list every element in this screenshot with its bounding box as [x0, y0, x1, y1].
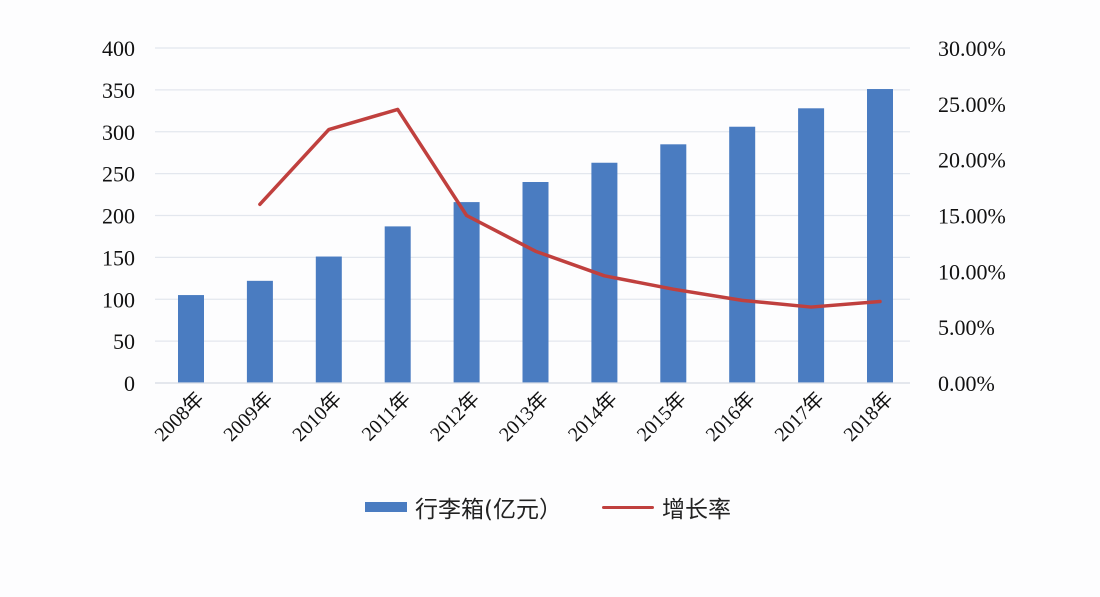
legend-item-bar: 行李箱(亿元）	[365, 490, 562, 524]
x-tick-label: 2014年	[563, 387, 622, 446]
bar-series	[178, 89, 893, 384]
y-left-tick-label: 350	[102, 78, 135, 103]
x-tick-label: 2008年	[150, 387, 209, 446]
line-series	[258, 107, 882, 309]
growth-rate-line	[258, 107, 882, 309]
bar	[178, 295, 204, 383]
bar	[867, 89, 893, 383]
y-right-tick-label: 30.00%	[938, 36, 1006, 61]
legend: 行李箱(亿元） 增长率	[365, 490, 731, 524]
y-left-tick-label: 300	[102, 120, 135, 145]
y-right-tick-label: 15.00%	[938, 204, 1006, 229]
bar	[246, 280, 273, 383]
y-right-tick-label: 0.00%	[938, 371, 995, 396]
bar	[798, 108, 825, 384]
x-tick-label: 2010年	[288, 387, 347, 446]
x-tick-label: 2009年	[219, 387, 278, 446]
y-axis-right: 0.00% 5.00% 10.00% 15.00% 20.00% 25.00% 30.00%	[938, 36, 1006, 396]
legend-item-line: 增长率	[601, 490, 731, 524]
x-tick-label: 2013年	[494, 387, 553, 446]
y-left-tick-label: 50	[113, 329, 135, 354]
bar	[729, 126, 756, 383]
y-right-tick-label: 25.00%	[938, 92, 1006, 117]
x-tick-label: 2011年	[357, 387, 415, 445]
bar-swatch-icon	[365, 502, 407, 512]
bar	[522, 182, 549, 383]
x-tick-label: 2015年	[632, 387, 691, 446]
y-left-tick-label: 400	[102, 36, 135, 61]
y-axis-left: 0 50 100 150 200 250 300 350 400	[102, 36, 135, 396]
x-tick-label: 2016年	[701, 387, 760, 446]
bar	[315, 256, 342, 383]
x-tick-label: 2012年	[425, 387, 484, 446]
x-tick-label: 2017年	[770, 387, 829, 446]
y-right-tick-label: 5.00%	[938, 315, 995, 340]
bar	[660, 144, 687, 383]
legend-line-label: 增长率	[661, 497, 731, 523]
legend-bar-label: 行李箱(亿元）	[415, 497, 562, 523]
y-left-tick-label: 100	[102, 287, 135, 312]
bar	[384, 226, 411, 383]
line-swatch-icon	[601, 505, 654, 509]
bar	[453, 202, 480, 383]
y-right-tick-label: 20.00%	[938, 148, 1006, 173]
x-axis: 2008年 2009年 2010年 2011年 2012年 2013年 2014年 2015年…	[150, 382, 910, 446]
y-left-tick-label: 200	[102, 204, 135, 229]
y-left-tick-label: 0	[124, 371, 135, 396]
y-left-tick-label: 250	[102, 162, 135, 187]
y-right-tick-label: 10.00%	[938, 259, 1006, 284]
y-left-tick-label: 150	[102, 245, 135, 270]
x-tick-label: 2018年	[839, 387, 898, 446]
